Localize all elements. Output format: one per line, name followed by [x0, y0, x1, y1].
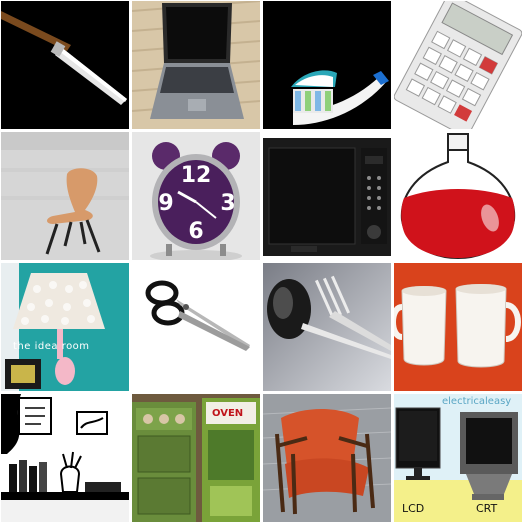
tile-laptop — [132, 1, 260, 129]
tile-mugs — [394, 263, 522, 391]
alarm-clock-image: 12 3 6 9 — [132, 132, 260, 260]
tile-flask — [394, 132, 522, 260]
tile-microwave — [263, 132, 391, 260]
monitors-image — [394, 394, 522, 522]
tile-toy-oven: OVEN — [132, 394, 260, 522]
microwave-image — [263, 132, 391, 260]
monitor-label-left: LCD — [402, 502, 425, 515]
lamp-image — [1, 263, 129, 391]
monitor-label-right: CRT — [476, 502, 498, 515]
tile-alarm-clock: 12 3 6 9 — [132, 132, 260, 260]
svg-text:12: 12 — [181, 163, 212, 188]
tile-armchair — [263, 394, 391, 522]
spoon-fork-image — [263, 263, 391, 391]
toothbrush-image — [263, 1, 391, 129]
armchair-image — [263, 394, 391, 522]
svg-text:3: 3 — [220, 191, 235, 216]
calculator-image — [394, 1, 522, 129]
mugs-image — [394, 263, 522, 391]
tile-knife — [1, 1, 129, 129]
lamp-watermark: the idea room — [13, 341, 90, 352]
toy-oven-image — [132, 394, 260, 522]
shelf-illustration-image — [1, 394, 129, 522]
knife-image — [1, 1, 129, 129]
tile-monitors: electricaleasy LCD CRT — [394, 394, 522, 522]
tile-toothbrush — [263, 1, 391, 129]
scissors-image — [132, 263, 260, 391]
svg-text:9: 9 — [158, 191, 173, 216]
tile-calculator — [394, 1, 522, 129]
tile-shelf-illustration — [1, 394, 129, 522]
tile-lamp: the idea room — [1, 263, 129, 391]
svg-text:6: 6 — [188, 219, 203, 244]
toy-oven-box-label: OVEN — [212, 408, 244, 419]
chair-image — [1, 132, 129, 260]
flask-image — [394, 132, 522, 260]
tile-spoon-fork — [263, 263, 391, 391]
tile-scissors — [132, 263, 260, 391]
laptop-image — [132, 1, 260, 129]
tile-chair — [1, 132, 129, 260]
monitors-watermark: electricaleasy — [442, 396, 512, 407]
